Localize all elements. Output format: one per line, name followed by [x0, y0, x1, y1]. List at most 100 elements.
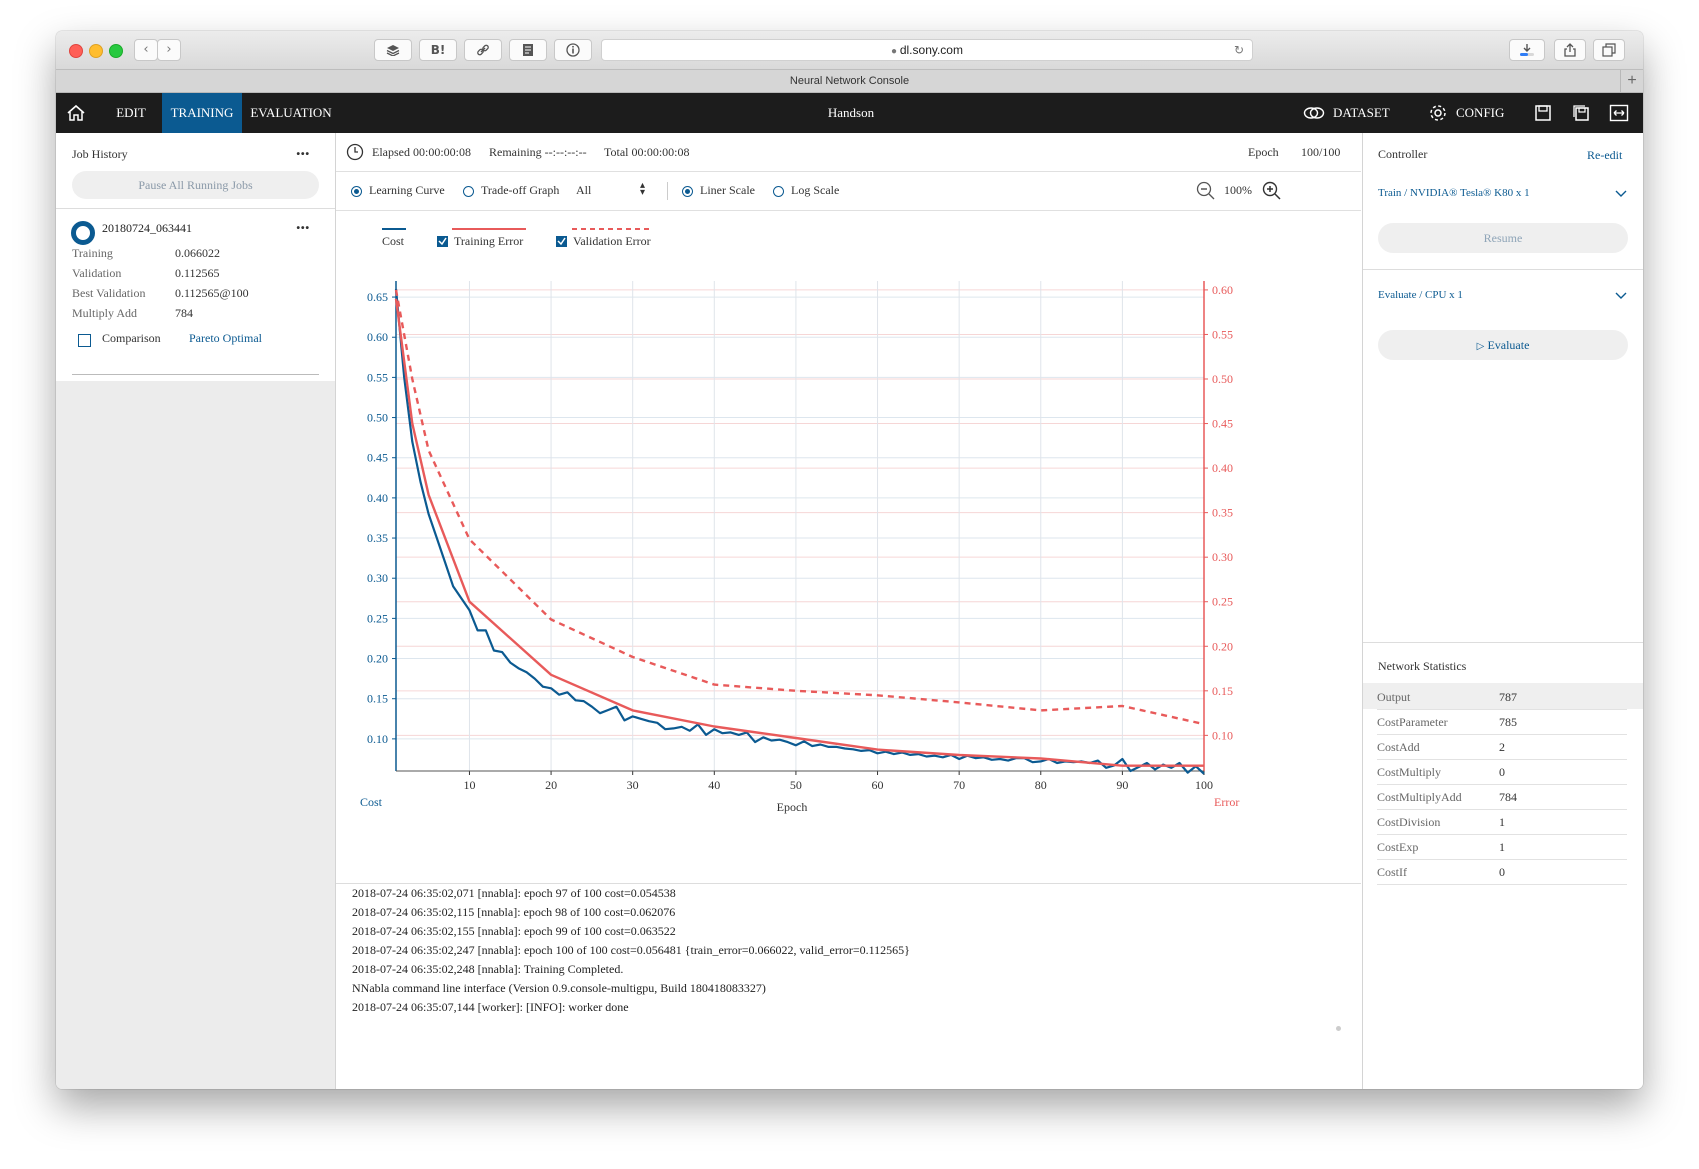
job-history-title: Job History — [72, 147, 128, 161]
job-card[interactable]: 20180724_063441 ... Training 0.066022 Va… — [56, 209, 335, 381]
log-scale-radio[interactable] — [773, 186, 784, 197]
config-button[interactable]: CONFIG — [1456, 105, 1505, 120]
stats-divider — [1363, 642, 1643, 643]
stats-row-costmultiplyadd[interactable]: CostMultiplyAdd 784 — [1377, 785, 1627, 810]
y-left-axis-label: Cost — [360, 795, 383, 809]
browser-toolbar: ‹ › B! ● dl.sony.com ↻ — [56, 31, 1643, 70]
tradeoff-graph-radio[interactable] — [463, 186, 474, 197]
job-card-divider — [72, 374, 319, 375]
log-line: 2018-07-24 06:35:07,144 [worker]: [INFO]… — [352, 1000, 629, 1014]
gear-icon[interactable] — [1428, 103, 1448, 123]
training-main: Elapsed 00:00:00:08 Remaining --:--:--:-… — [336, 133, 1361, 1089]
y-left-tick-label: 0.45 — [367, 451, 388, 465]
y-right-axis-label: Error — [1214, 795, 1239, 809]
log-line: 2018-07-24 06:35:02,248 [nnabla]: Traini… — [352, 962, 624, 976]
tab-edit[interactable]: EDIT — [116, 105, 146, 120]
scroll-indicator[interactable] — [1336, 1026, 1341, 1031]
stats-row-costparameter[interactable]: CostParameter 785 — [1377, 710, 1627, 735]
legend-validation-error-checkbox[interactable] — [556, 236, 567, 247]
job-row-label: Best Validation — [72, 286, 146, 300]
tabs-overview-icon[interactable] — [1593, 39, 1625, 61]
stats-label: CostAdd — [1377, 740, 1420, 754]
x-tick-label: 20 — [545, 778, 557, 792]
job-history-menu-icon[interactable]: ... — [296, 139, 310, 159]
resume-button[interactable]: Resume — [1378, 223, 1628, 253]
zoom-window-button[interactable] — [109, 44, 123, 58]
job-history-header: Job History ... Pause All Running Jobs — [56, 133, 335, 209]
y-left-tick-label: 0.10 — [367, 732, 388, 746]
stats-row-costmultiply[interactable]: CostMultiply 0 — [1377, 760, 1627, 785]
window-title: Neural Network Console — [789, 75, 910, 87]
dataset-button[interactable]: DATASET — [1333, 105, 1390, 120]
log-line: 2018-07-24 06:35:02,115 [nnabla]: epoch … — [352, 905, 676, 919]
hatena-bookmark-icon[interactable]: B! — [419, 39, 457, 61]
clock-icon — [346, 143, 364, 161]
log-console[interactable]: 2018-07-24 06:35:02,071 [nnabla]: epoch … — [336, 883, 1361, 1089]
reader-icon[interactable] — [509, 39, 547, 61]
link-icon[interactable] — [464, 39, 502, 61]
reload-icon[interactable]: ↻ — [1233, 43, 1244, 57]
share-icon[interactable] — [1554, 39, 1586, 61]
zoom-level: 100% — [1224, 183, 1252, 197]
tab-training[interactable]: TRAINING — [162, 93, 242, 133]
close-window-button[interactable] — [69, 44, 83, 58]
minimize-window-button[interactable] — [89, 44, 103, 58]
zoom-out-icon[interactable] — [1196, 181, 1216, 201]
series-select[interactable]: All ▴ ▾ — [576, 181, 656, 198]
chart-grid — [396, 281, 1205, 771]
dataset-icon[interactable] — [1303, 105, 1325, 121]
stats-value: 1 — [1499, 815, 1505, 829]
home-icon[interactable] — [66, 104, 86, 122]
tradeoff-graph-label[interactable]: Trade-off Graph — [481, 183, 560, 197]
chevron-down-icon[interactable] — [1615, 292, 1627, 300]
learning-curve-chart: Cost Training Error Validation Error 0.1… — [360, 228, 1239, 814]
pareto-optimal-link[interactable]: Pareto Optimal — [189, 331, 262, 345]
zoom-in-icon[interactable] — [1262, 181, 1282, 201]
stats-row-costadd[interactable]: CostAdd 2 — [1377, 735, 1627, 760]
tab-evaluation[interactable]: EVALUATION — [250, 105, 332, 120]
x-tick-label: 40 — [708, 778, 720, 792]
stats-value: 1 — [1499, 840, 1505, 854]
address-bar[interactable]: ● dl.sony.com ↻ — [601, 39, 1253, 61]
downloads-icon[interactable] — [1509, 39, 1545, 61]
back-icon[interactable]: ‹ — [134, 39, 158, 61]
stats-label: CostExp — [1377, 840, 1419, 854]
fit-screen-icon[interactable] — [1609, 104, 1629, 122]
project-name: Handson — [827, 105, 875, 120]
stats-label: CostParameter — [1377, 715, 1448, 729]
info-icon[interactable] — [554, 39, 592, 61]
reedit-link[interactable]: Re-edit — [1587, 148, 1623, 162]
log-scale-label[interactable]: Log Scale — [791, 183, 840, 197]
save-as-icon[interactable] — [1572, 104, 1590, 122]
new-tab-button[interactable]: + — [1620, 70, 1643, 92]
stats-row-costif[interactable]: CostIf 0 — [1377, 860, 1627, 885]
forward-icon[interactable]: › — [157, 39, 181, 61]
liner-scale-label[interactable]: Liner Scale — [700, 183, 755, 197]
stats-row-output[interactable]: Output 787 — [1377, 685, 1627, 710]
series-select-value: All — [576, 183, 592, 197]
save-icon[interactable] — [1534, 104, 1552, 122]
job-row-value: 0.066022 — [175, 246, 220, 260]
evaluate-button[interactable]: ▷ Evaluate — [1378, 330, 1628, 360]
stats-row-costexp[interactable]: CostExp 1 — [1377, 835, 1627, 860]
train-target-select[interactable]: Train / NVIDIA® Tesla® K80 x 1 — [1378, 187, 1530, 199]
y-left-tick-label: 0.15 — [367, 692, 388, 706]
y-right-tick-label: 0.15 — [1212, 684, 1233, 698]
stats-row-costdivision[interactable]: CostDivision 1 — [1377, 810, 1627, 835]
comparison-checkbox[interactable] — [78, 334, 91, 347]
y-right-tick-label: 0.50 — [1212, 372, 1233, 386]
y-right-tick-label: 0.55 — [1212, 327, 1233, 341]
layers-icon[interactable] — [374, 39, 412, 61]
job-menu-icon[interactable]: ... — [296, 213, 310, 233]
checkmark-icon — [438, 237, 447, 246]
liner-scale-radio[interactable] — [682, 186, 693, 197]
learning-curve-radio[interactable] — [351, 186, 362, 197]
learning-curve-label[interactable]: Learning Curve — [369, 183, 445, 197]
app-header: EDIT TRAINING EVALUATION Handson DATASET… — [56, 93, 1643, 133]
pause-all-button[interactable]: Pause All Running Jobs — [72, 171, 319, 199]
chevron-down-icon[interactable] — [1615, 190, 1627, 198]
stats-label: Output — [1377, 690, 1411, 704]
legend-training-error-checkbox[interactable] — [437, 236, 448, 247]
evaluate-target-select[interactable]: Evaluate / CPU x 1 — [1378, 289, 1463, 301]
job-row-label: Multiply Add — [72, 306, 138, 320]
